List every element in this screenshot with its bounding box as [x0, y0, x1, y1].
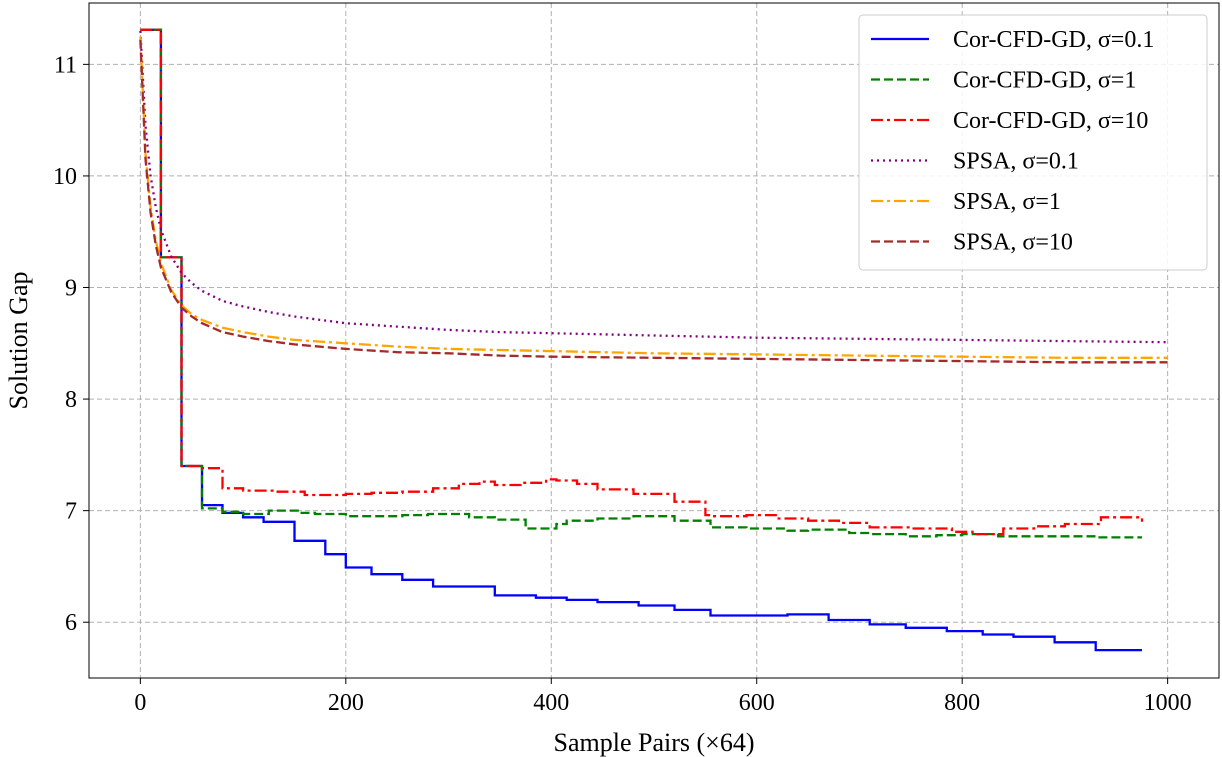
series-line-6 [139, 39, 1168, 364]
plot-frame [88, 2, 1220, 679]
legend-label-5: SPSA, σ=1 [953, 189, 1061, 215]
y-tick-label: 7 [65, 499, 77, 525]
y-tick-label: 11 [54, 52, 77, 78]
legend-label-6: SPSA, σ=10 [953, 230, 1073, 256]
x-tick-label: 800 [944, 690, 980, 716]
series-line-4 [139, 30, 1168, 344]
legend-label-4: SPSA, σ=0.1 [953, 149, 1079, 175]
y-tick-label: 9 [65, 276, 77, 302]
x-tick-label: 200 [328, 690, 364, 716]
series-line-3 [140, 28, 1144, 536]
y-tick-label: 8 [65, 387, 77, 413]
legend-box [858, 14, 1208, 271]
x-axis-label: Sample Pairs (×64) [554, 728, 755, 757]
ticks: 0 200 400 600 800 1000 6 7 8 9 10 11 [53, 52, 1192, 716]
x-tick-label: 1000 [1144, 690, 1192, 716]
legend-label-1: Cor-CFD-GD, σ=0.1 [953, 27, 1154, 53]
legend-label-2: Cor-CFD-GD, σ=1 [953, 68, 1136, 94]
series-layer [139, 28, 1168, 652]
x-tick-label: 0 [134, 690, 146, 716]
y-tick-label: 10 [53, 164, 77, 190]
x-tick-label: 400 [533, 690, 569, 716]
series-line-2 [140, 28, 1142, 539]
y-tick-label: 6 [65, 610, 77, 636]
series-line-5 [139, 36, 1168, 359]
x-tick-label: 600 [739, 690, 775, 716]
y-axis-label: Solution Gap [4, 272, 33, 410]
legend: Cor-CFD-GD, σ=0.1 Cor-CFD-GD, σ=1 Cor-CFD-… [858, 14, 1208, 271]
legend-label-3: Cor-CFD-GD, σ=10 [953, 108, 1148, 134]
